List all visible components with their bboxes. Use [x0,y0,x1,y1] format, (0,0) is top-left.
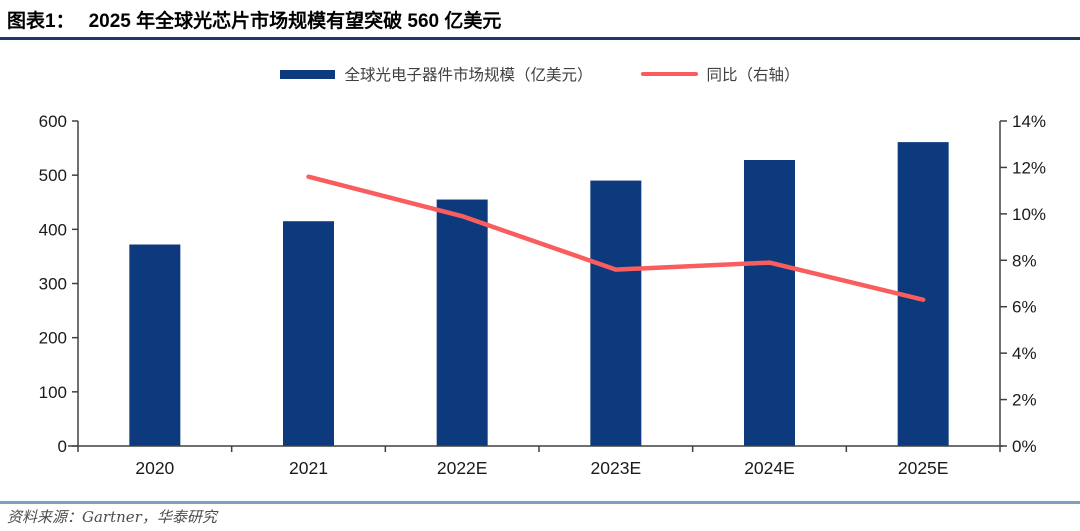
legend-label-market-size: 全球光电子器件市场规模（亿美元） [344,67,593,84]
x-axis-label-2022E: 2022E [437,458,488,478]
combo-bar-line-chart: 0 100 200 300 400 500 600 0% 2% 4% 6% 8% 10% 12% 14% 20… [39,112,1046,478]
right-axis-tick-label: 14% [1012,112,1046,131]
figure-title-text: 2025 年全球光芯片市场规模有望突破 560 亿美元 [88,11,502,32]
x-axis-label-2020: 2020 [135,458,174,478]
right-axis-tick-label: 8% [1012,251,1037,270]
left-axis-tick-label: 200 [39,329,67,348]
x-axis-label-2021: 2021 [289,458,328,478]
legend-bar-swatch-icon [280,69,336,79]
legend-item-yoy: 同比（右轴） [640,63,800,85]
right-axis-tick-label: 0% [1012,437,1037,456]
left-axis-tick-label: 400 [39,220,67,239]
x-axis-label-2025E: 2025E [898,458,949,478]
chart-legend: 全球光电子器件市场规模（亿美元） 同比（右轴） [0,58,1080,90]
figure-title: 图表1： 2025 年全球光芯片市场规模有望突破 560 亿美元 [7,6,501,33]
legend-label-yoy: 同比（右轴） [706,67,800,84]
x-axis-label-2024E: 2024E [744,458,795,478]
right-axis-tick-label: 6% [1012,298,1037,317]
source-note: 资料来源：Gartner，华泰研究 [7,508,217,526]
x-axis-label-2023E: 2023E [591,458,642,478]
left-axis-tick-label: 600 [39,112,67,131]
legend-line-swatch-icon [640,71,698,77]
footer-divider [0,501,1080,504]
legend-item-market-size: 全球光电子器件市场规模（亿美元） [280,63,593,85]
bar-2020 [129,244,181,446]
right-axis-tick-label: 12% [1012,158,1046,177]
right-axis-tick-label: 2% [1012,391,1037,410]
title-divider [0,37,1080,40]
left-axis-tick-label: 100 [39,383,67,402]
bar-2023E [590,180,642,446]
right-axis-tick-label: 4% [1012,344,1037,363]
left-axis-tick-label: 0 [58,437,67,456]
bar-2021 [283,221,334,446]
yoy-line [306,174,926,302]
right-axis-tick-label: 10% [1012,205,1046,224]
bar-2024E [744,160,795,446]
left-axis-tick-label: 300 [39,275,67,294]
left-axis-tick-label: 500 [39,166,67,185]
figure-label: 图表1： [7,11,75,32]
bar-2022E [436,199,488,446]
